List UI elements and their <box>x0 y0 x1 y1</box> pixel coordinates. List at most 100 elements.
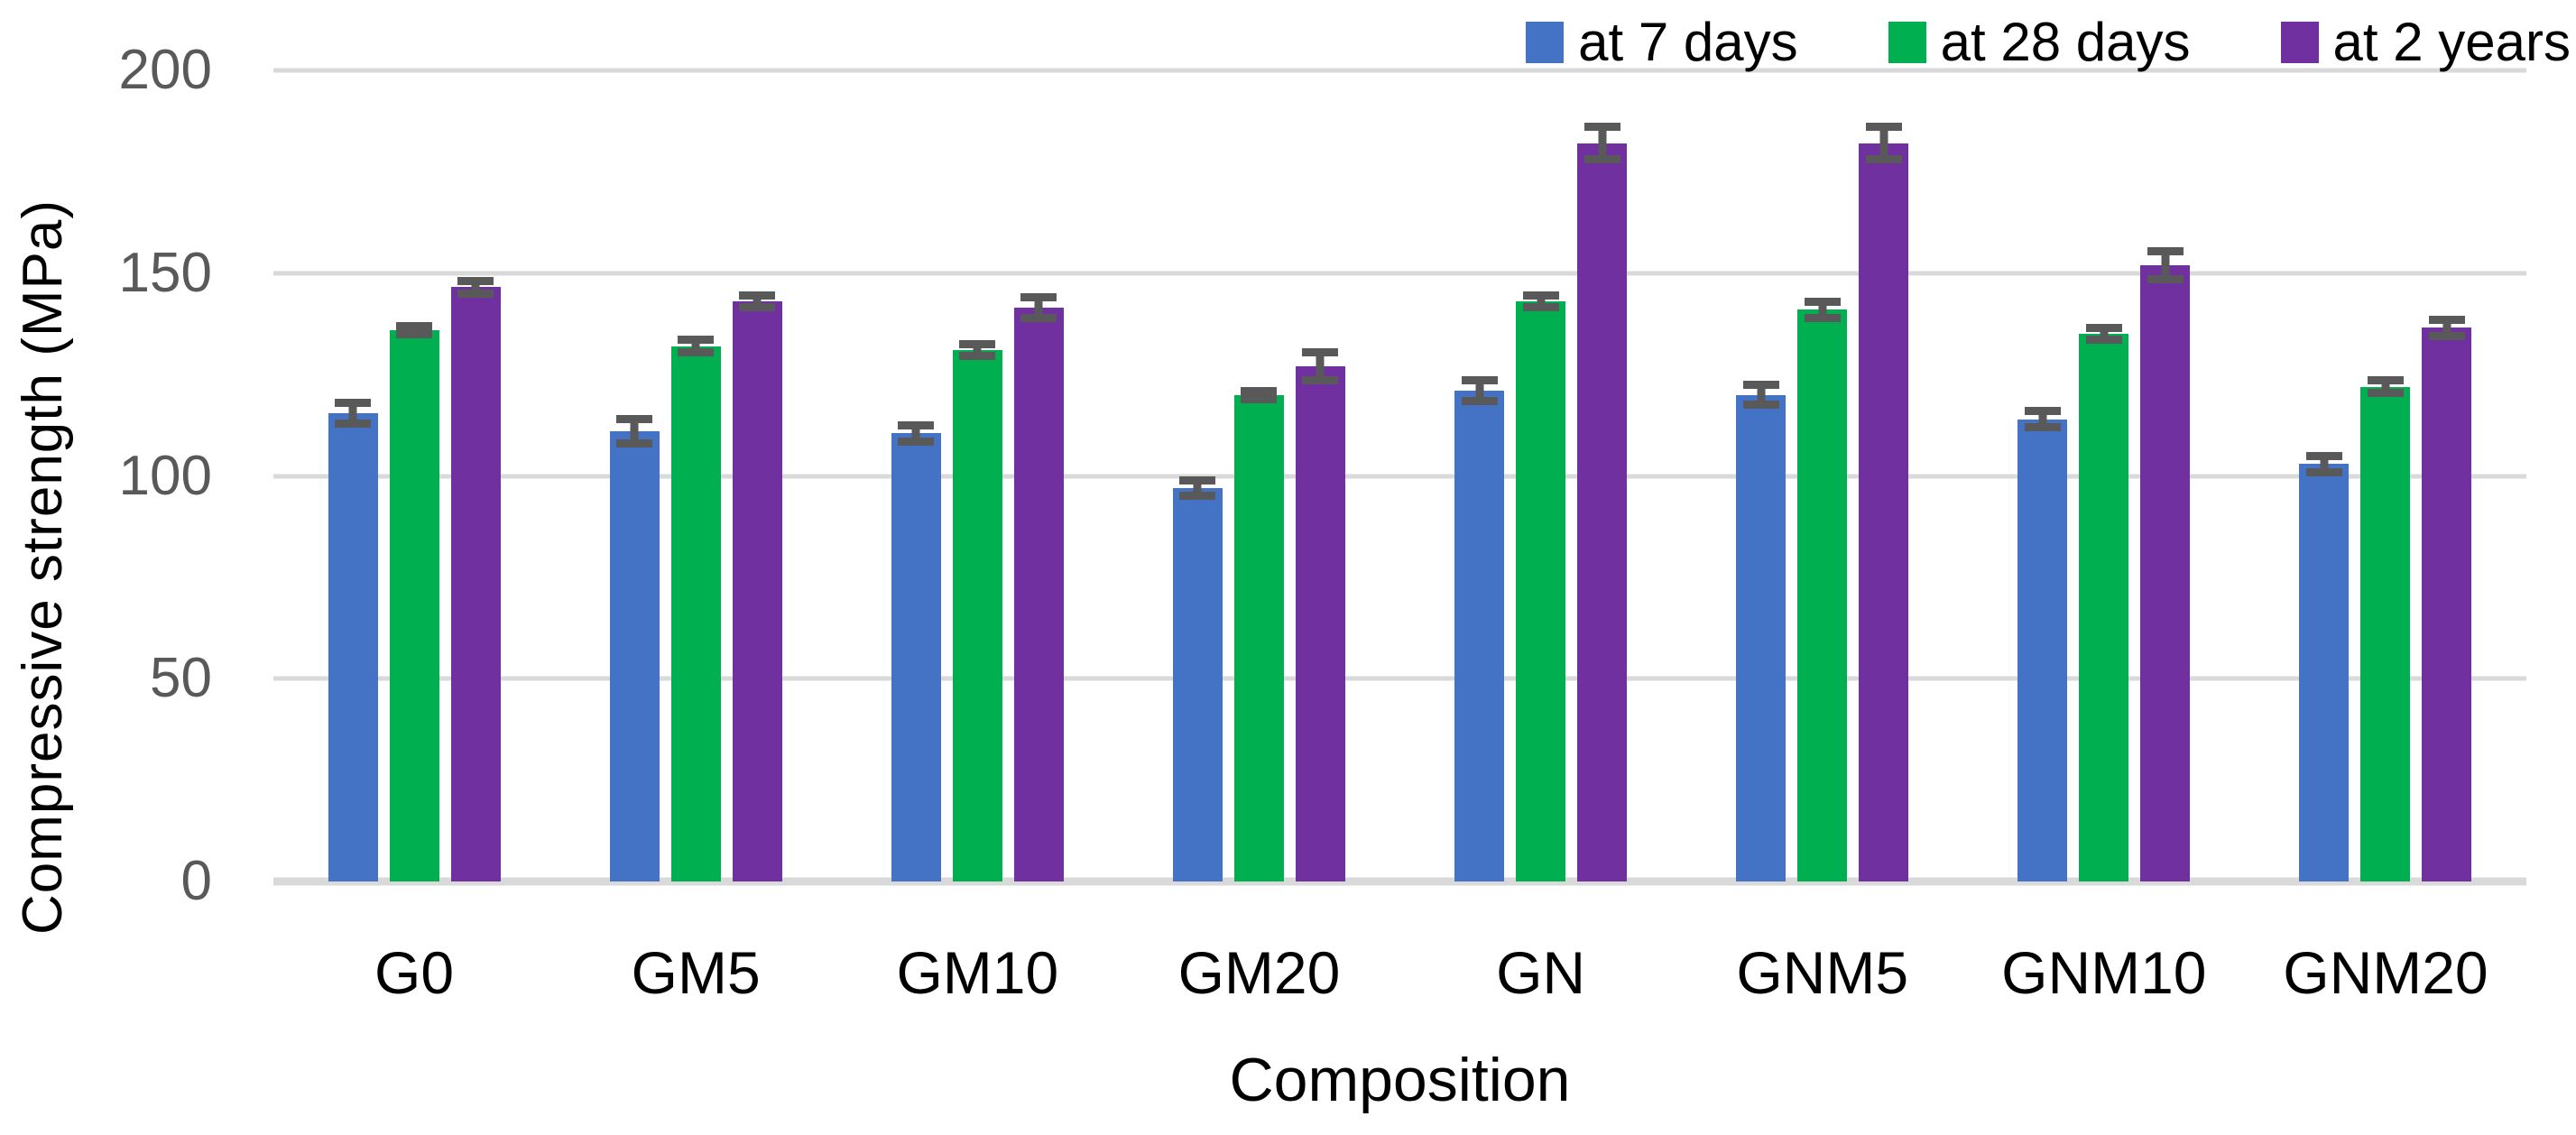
x-category-label-gm20: GM20 <box>1177 939 1341 1006</box>
bar-gnm10-at-7-days <box>2017 419 2068 881</box>
error-bar-cap-bottom <box>1179 492 1216 501</box>
error-bar-cap-bottom <box>739 303 776 312</box>
bar-gn-at-2-years <box>1577 143 1628 881</box>
error-bar-stem <box>2100 323 2109 345</box>
bar-slot <box>1736 70 1787 881</box>
error-bar <box>2147 246 2184 283</box>
y-tick-label-50: 50 <box>150 647 212 710</box>
bar-slot <box>1859 70 1909 881</box>
error-bar-cap-bottom <box>2367 388 2404 397</box>
bar-slot <box>732 70 782 881</box>
error-bar-stem <box>471 277 480 298</box>
bar-slot <box>2140 70 2191 881</box>
error-bar-stem <box>752 291 762 312</box>
x-category-label-gm5: GM5 <box>631 939 761 1006</box>
error-bar-cap-bottom <box>2024 423 2061 432</box>
bar-gm20-at-7-days <box>1172 488 1223 881</box>
bar-gnm5-at-7-days <box>1736 394 1787 881</box>
bar-slot <box>2299 70 2350 881</box>
bar-groups <box>273 70 2526 881</box>
gridline-0 <box>273 877 2526 886</box>
error-bar <box>678 336 715 356</box>
error-bar <box>959 339 996 361</box>
x-category-label-gnm10: GNM10 <box>2001 939 2207 1006</box>
y-axis-title-text: Compressive strength (MPa) <box>12 199 74 936</box>
bar-gm5-at-2-years <box>732 301 782 881</box>
bar-gm10-at-2-years <box>1013 307 1064 881</box>
error-bar-stem <box>2320 451 2329 476</box>
legend-label: at 28 days <box>1940 12 2191 72</box>
error-bar-cap-bottom <box>396 329 433 338</box>
error-bar-cap-bottom <box>1241 394 1278 403</box>
bar-group-gnm10 <box>2017 70 2191 881</box>
bar-slot <box>1797 70 1848 881</box>
error-bar-stem <box>348 399 357 428</box>
bar-gnm10-at-28-days <box>2079 334 2129 881</box>
error-bar-stem <box>1818 297 1827 322</box>
error-bar <box>1241 386 1278 403</box>
error-bar <box>1020 293 1057 322</box>
error-bar-cap-bottom <box>457 289 494 298</box>
bar-g0-at-2-years <box>450 287 501 881</box>
bar-slot <box>1516 70 1566 881</box>
bar-group-gm20 <box>1172 70 1345 881</box>
error-bar-stem <box>691 336 700 356</box>
bar-gm10-at-28-days <box>952 350 1002 881</box>
error-bar <box>335 399 372 428</box>
bar-gnm5-at-2-years <box>1859 143 1909 881</box>
bar-g0-at-7-days <box>328 412 378 881</box>
error-bar-stem <box>630 415 639 448</box>
error-bar-cap-bottom <box>1522 303 1559 312</box>
error-bar-stem <box>973 339 982 361</box>
error-bar <box>1804 297 1841 322</box>
bar-gnm20-at-28-days <box>2360 386 2411 881</box>
error-bar-cap-bottom <box>678 347 715 356</box>
y-axis-title: Compressive strength (MPa) <box>0 0 86 1135</box>
error-bar-cap-bottom <box>1865 155 1902 164</box>
error-bar-cap-bottom <box>335 419 372 428</box>
bar-gnm10-at-2-years <box>2140 264 2191 881</box>
error-bar <box>2305 451 2342 476</box>
legend-swatch-icon <box>1526 21 1565 63</box>
legend: at 7 days at 28 days at 2 years <box>1526 11 2571 73</box>
error-bar <box>2085 323 2122 345</box>
bar-gn-at-28-days <box>1516 301 1566 881</box>
legend-item-at-7-days: at 7 days <box>1526 11 1798 73</box>
bar-slot <box>1233 70 1284 881</box>
error-bar <box>1865 123 1902 164</box>
bar-slot <box>2422 70 2472 881</box>
error-bar-cap-bottom <box>959 352 996 361</box>
error-bar <box>1179 475 1216 501</box>
x-category-label-gnm5: GNM5 <box>1736 939 1909 1006</box>
error-bar <box>1302 347 1339 385</box>
x-category-label-gn: GN <box>1496 939 1586 1006</box>
bar-slot <box>328 70 378 881</box>
legend-item-at-2-years: at 2 years <box>2280 11 2571 73</box>
error-bar-stem <box>1879 123 1888 164</box>
error-bar-stem <box>2442 315 2451 340</box>
y-tick-label-150: 150 <box>118 241 212 304</box>
bar-slot <box>2079 70 2129 881</box>
error-bar-stem <box>1316 347 1325 385</box>
error-bar-stem <box>1193 475 1202 501</box>
bar-group-gnm20 <box>2299 70 2472 881</box>
x-axis-category-labels: G0 GM5 GM10 GM20 GN GNM5 GNM10 GNM20 <box>273 938 2526 1007</box>
bar-gnm5-at-28-days <box>1797 309 1848 881</box>
legend-item-at-28-days: at 28 days <box>1888 11 2191 73</box>
bar-group-gm10 <box>891 70 1064 881</box>
error-bar-stem <box>1757 380 1766 410</box>
error-bar <box>2428 315 2465 340</box>
x-axis-title: Composition <box>1229 1046 1571 1114</box>
bar-g0-at-28-days <box>389 329 439 881</box>
plot-area <box>273 68 2526 886</box>
bar-slot <box>609 70 660 881</box>
x-category-label-gnm20: GNM20 <box>2283 939 2488 1006</box>
x-category-label-g0: G0 <box>374 939 455 1006</box>
bar-slot <box>952 70 1002 881</box>
bar-group-gn <box>1454 70 1628 881</box>
bar-gm10-at-7-days <box>891 433 941 881</box>
error-bar <box>616 415 653 448</box>
bar-group-gnm5 <box>1736 70 1909 881</box>
error-bar <box>1583 123 1620 164</box>
